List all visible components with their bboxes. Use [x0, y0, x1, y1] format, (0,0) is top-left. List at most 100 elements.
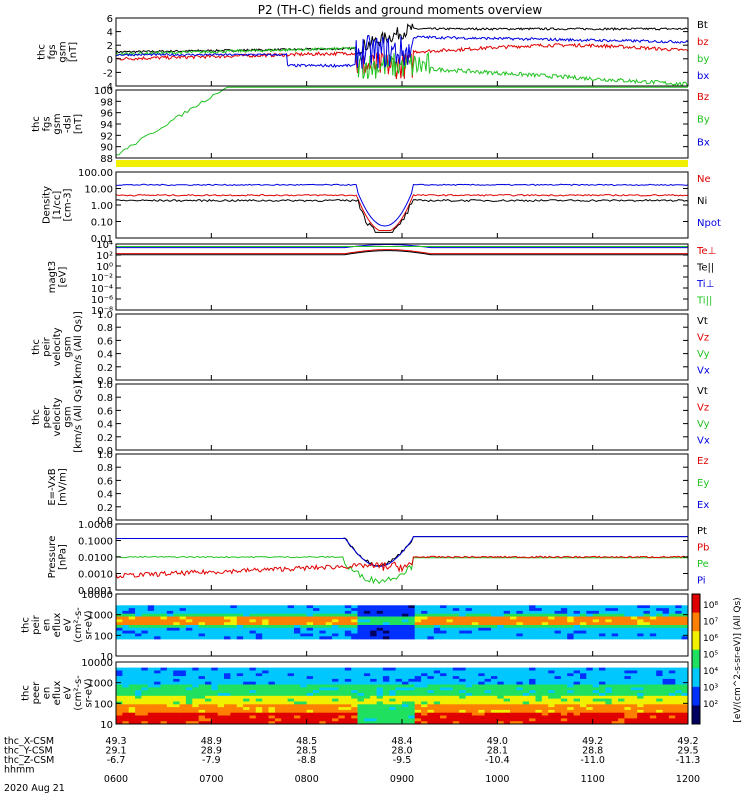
svg-text:[1/cc]: [1/cc]	[52, 191, 63, 220]
svg-text:[km/s (All Qs)]: [km/s (All Qs)]	[73, 381, 84, 453]
series-Ne	[115, 193, 689, 231]
y-tick-label: 10.00	[84, 185, 113, 196]
legend-label: Pb	[697, 543, 709, 554]
legend-label: bz	[697, 37, 709, 48]
legend-label: Ez	[697, 456, 709, 467]
y-axis-label: thc peir en eflux eV (cm²-s-sr-eV)	[21, 607, 95, 643]
y-tick-label: 0.2	[97, 363, 113, 374]
time-tick-label: 1000	[485, 774, 509, 785]
y-axis-label: thc fgs gsm [nT]	[36, 41, 79, 62]
y-tick-label: 0.10	[91, 218, 113, 229]
svg-text:Density: Density	[42, 186, 53, 224]
y-tick-label: 90	[100, 143, 113, 154]
axis-row-value: 28.1	[487, 746, 508, 757]
y-tick-label: 0.8	[97, 393, 113, 404]
time-tick-label: 0800	[295, 774, 319, 785]
y-tick-label: 1000	[88, 679, 113, 690]
legend-label: Te||	[696, 263, 714, 274]
axis-row-value: -11.3	[676, 755, 701, 766]
time-tick-label: 0700	[199, 774, 223, 785]
y-tick-label: 0.6	[97, 406, 113, 417]
date-label: 2020 Aug 21	[4, 783, 65, 794]
svg-text:peir: peir	[31, 614, 42, 634]
axis-row-value: -8.8	[297, 755, 316, 766]
y-tick-label: 100.00	[78, 168, 113, 179]
svg-text:eflux: eflux	[52, 613, 63, 638]
series-Ti	[116, 244, 688, 249]
colorbar-tick: 10³	[703, 684, 718, 694]
axis-row-value: 48.9	[201, 736, 222, 747]
series-by	[115, 46, 689, 87]
series-bx	[115, 34, 689, 69]
y-tick-label: 0.4	[97, 420, 113, 431]
svg-text:eV: eV	[63, 686, 74, 699]
colorbar-swatch	[692, 649, 700, 669]
svg-text:gsm: gsm	[63, 336, 74, 357]
axis-row-value: -6.7	[107, 755, 126, 766]
panel-density: 100.00 10.00 1.00 0.10 0.01 Density [1/cc] [cm-…	[42, 168, 721, 245]
svg-text:en: en	[42, 619, 53, 632]
panel-peir-vel: 1.0 0.8 0.6 0.4 0.2 0.0 thc peir velocity gsm [km/…	[31, 310, 710, 387]
axis-row-label: thc_Z-CSM	[4, 755, 54, 766]
axis-row-value: 28.5	[296, 746, 317, 757]
y-axis-label: Density [1/cc] [cm-3]	[42, 186, 74, 224]
svg-text:(cm²-s-: (cm²-s-	[73, 675, 84, 711]
axis-row-value: -7.9	[202, 755, 221, 766]
legend-label: bx	[697, 71, 709, 82]
panel-frame	[115, 89, 689, 159]
legend: Ne Ni Npot	[697, 174, 721, 229]
legend: Vt Vz Vy Vx	[697, 316, 710, 377]
svg-text:E=-VxB: E=-VxB	[47, 468, 58, 505]
time-tick-label: 0900	[390, 774, 414, 785]
y-tick-label: 10⁴	[96, 240, 113, 251]
panel-fgs: 6 4 2 0 -2 -4 thc fgs gsm [nT] Bt bz by bx	[36, 14, 709, 93]
panel-content	[115, 86, 688, 156]
colorbar-tick: 10⁴	[703, 667, 718, 677]
svg-text:[nT]: [nT]	[73, 114, 84, 134]
y-tick-label: 100	[94, 631, 113, 642]
series-Pi	[116, 536, 688, 567]
y-tick-label: 0.6	[97, 336, 113, 347]
y-tick-label: 0.4	[97, 490, 113, 501]
legend-label: Pi	[697, 576, 706, 587]
axis-row-value: 29.1	[105, 746, 126, 757]
panel-content	[116, 244, 688, 256]
svg-text:Pressure: Pressure	[47, 536, 58, 579]
y-tick-label: 10⁻²	[91, 273, 113, 284]
y-tick-label: 0	[107, 55, 113, 66]
axis-row-value: 49.3	[105, 736, 126, 747]
svg-text:eV: eV	[63, 618, 74, 631]
legend: Ez Ey Ex	[697, 456, 709, 511]
axis-row-value: 48.4	[391, 736, 412, 747]
legend-label: Ni	[697, 196, 707, 207]
time-tick-label: 1100	[581, 774, 605, 785]
panel-pressure: 1.0000 0.1000 0.0100 0.0010 0.0001 Pressure [n…	[47, 520, 710, 597]
colorbar-tick: 10⁷	[703, 618, 718, 628]
axis-row-value: 49.2	[677, 736, 698, 747]
y-tick-label: 0.0	[97, 446, 113, 457]
legend-label: Vz	[697, 403, 709, 414]
y-axis-label: E=-VxB [mV/m]	[47, 468, 69, 506]
panel-peer-vel: 1.0 0.8 0.6 0.4 0.2 0.0 thc peer velocity gsm [km/…	[31, 380, 710, 457]
y-tick-label: 0.0	[97, 376, 113, 387]
legend-label: Ex	[697, 500, 709, 511]
legend-label: Bx	[697, 137, 710, 148]
panel-peer-spec: 10000 1000 100 10 thc peer en eflux eV (cm²-s-sr-…	[21, 658, 689, 731]
colorbar-swatch	[692, 594, 700, 614]
panel-content	[115, 183, 689, 233]
legend-label: Vy	[697, 419, 710, 430]
series-Npot	[116, 183, 689, 227]
y-tick-label: 0.0100	[78, 553, 113, 564]
axis-row-value: 28.0	[391, 746, 412, 757]
svg-text:thc: thc	[21, 685, 32, 701]
panel-frame	[115, 383, 689, 451]
panel-content	[116, 667, 689, 725]
colorbar-tick: 10²	[703, 700, 718, 710]
legend-label: Vx	[697, 366, 710, 377]
svg-text:gsm: gsm	[52, 113, 63, 134]
legend-label: Pt	[697, 526, 707, 537]
panel-peir-spec: 10000 1000 100 10 thc peir en eflux eV (cm²-s-sr-…	[21, 590, 689, 663]
y-tick-label: 94	[100, 120, 113, 131]
